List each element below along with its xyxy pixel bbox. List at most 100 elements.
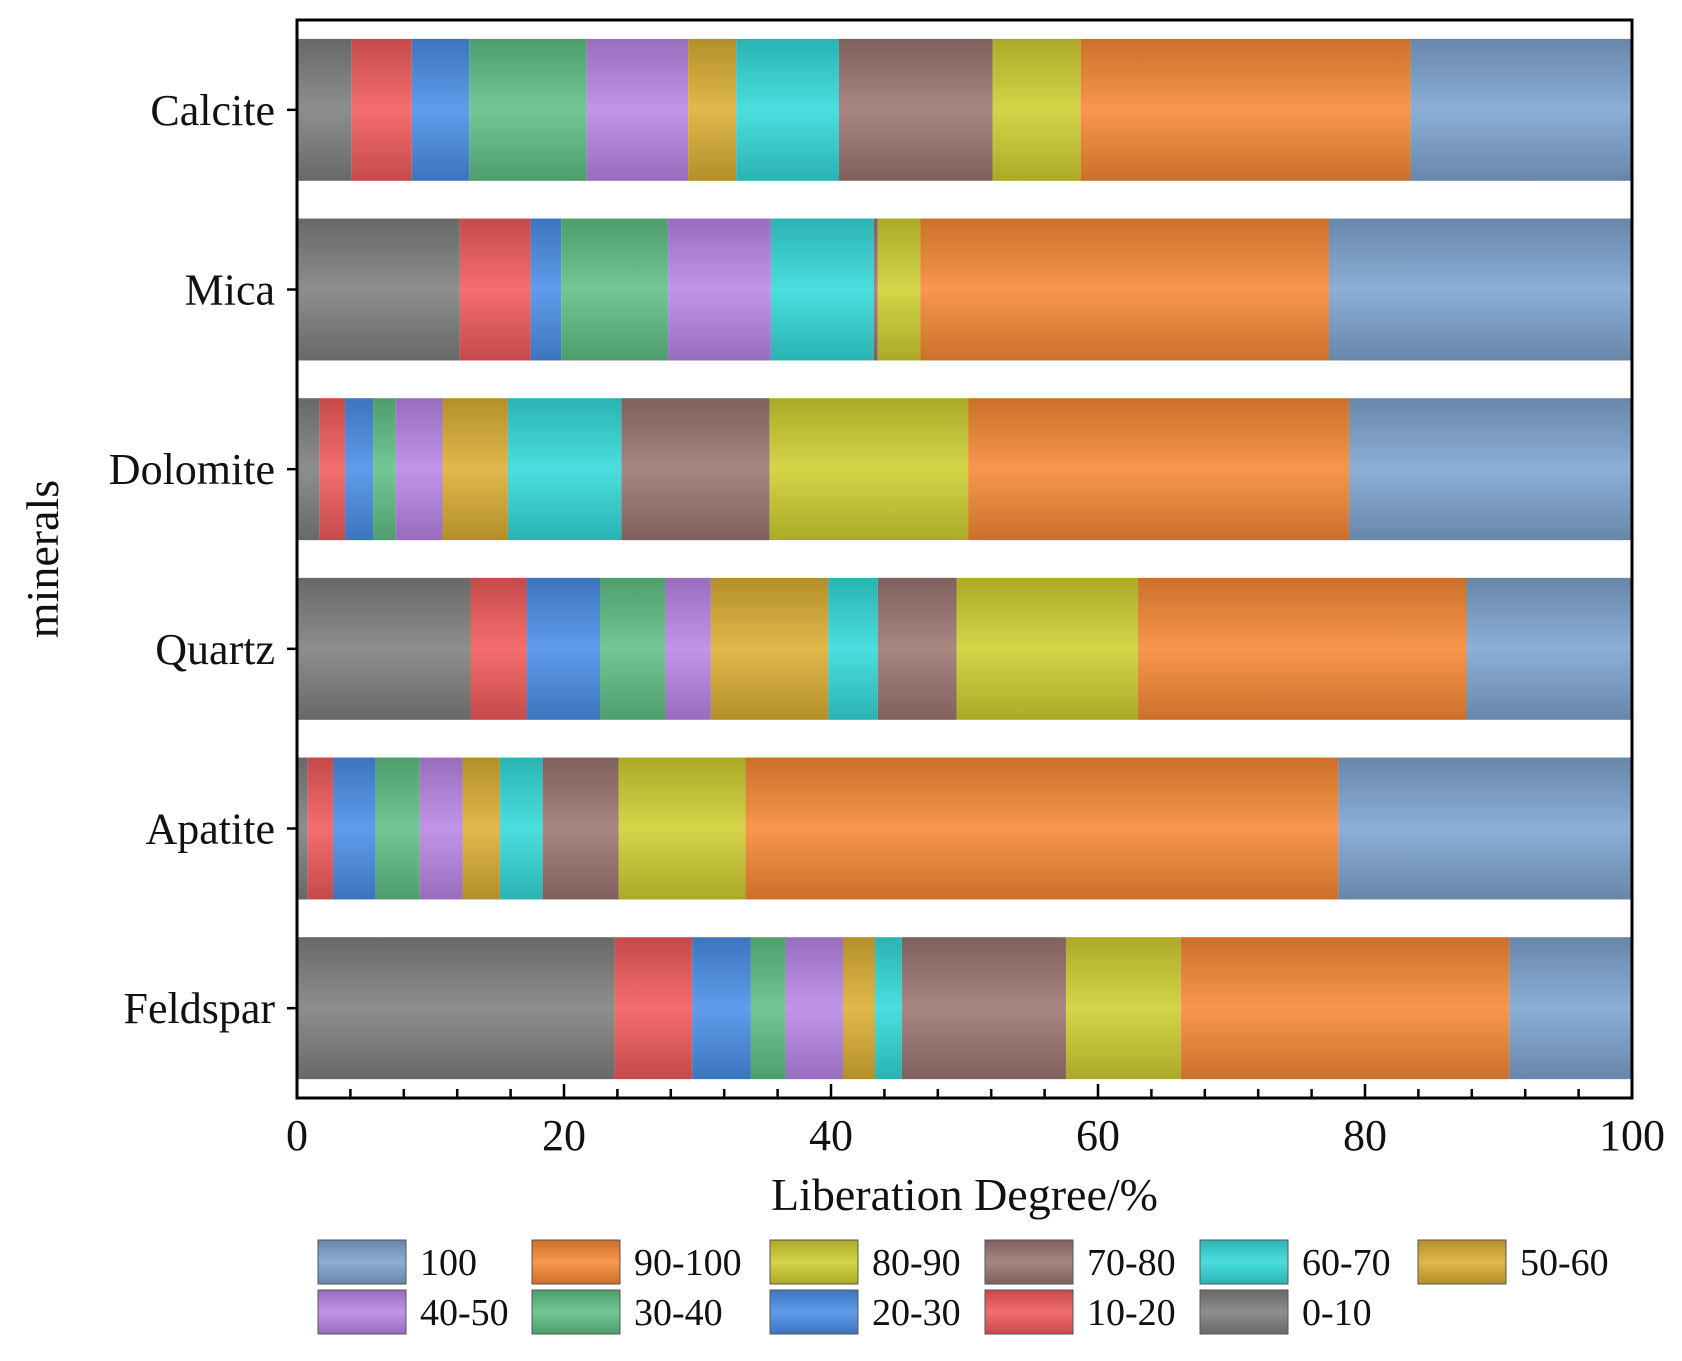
bar-quartz-10-20 bbox=[470, 577, 527, 720]
bar-apatite-60-70 bbox=[499, 757, 543, 900]
bar-apatite-100 bbox=[1338, 757, 1632, 900]
bar-quartz-50-60 bbox=[710, 577, 829, 720]
y-axis-title: minerals bbox=[17, 480, 68, 638]
bar-calcite-90-100 bbox=[1080, 38, 1411, 181]
bar-calcite-20-30 bbox=[411, 38, 470, 181]
bar-dolomite-90-100 bbox=[968, 398, 1349, 541]
bar-calcite-70-80 bbox=[839, 38, 993, 181]
bar-dolomite-60-70 bbox=[507, 398, 622, 541]
bar-apatite-20-30 bbox=[333, 757, 376, 900]
bar-calcite-30-40 bbox=[469, 38, 587, 181]
legend-swatch-100 bbox=[317, 1239, 407, 1285]
legend-swatch-30-40 bbox=[531, 1289, 621, 1335]
legend-swatch-80-90 bbox=[769, 1239, 859, 1285]
bar-feldspar-60-70 bbox=[875, 937, 902, 1080]
x-tick-label: 20 bbox=[542, 1111, 586, 1160]
bar-dolomite-10-20 bbox=[319, 398, 346, 541]
legend-label-60-70: 60-70 bbox=[1302, 1242, 1391, 1284]
bar-mica-60-70 bbox=[770, 218, 874, 361]
bar-feldspar-70-80 bbox=[901, 937, 1066, 1080]
legend-label-20-30: 20-30 bbox=[872, 1292, 961, 1334]
legend-label-50-60: 50-60 bbox=[1520, 1242, 1609, 1284]
bar-mica-30-40 bbox=[561, 218, 669, 361]
bar-feldspar-90-100 bbox=[1180, 937, 1510, 1080]
x-tick-label: 60 bbox=[1076, 1111, 1120, 1160]
bar-area bbox=[297, 38, 1633, 1080]
bar-apatite-50-60 bbox=[462, 757, 500, 900]
bar-feldspar-10-20 bbox=[614, 937, 693, 1080]
bar-dolomite-80-90 bbox=[769, 398, 969, 541]
bar-quartz-90-100 bbox=[1138, 577, 1467, 720]
x-axis: 0 20 40 60 80 100 bbox=[286, 1084, 1665, 1160]
x-tick-label: 40 bbox=[809, 1111, 853, 1160]
legend: 100 90-100 80-90 70-80 60-70 50-60 40-50 30-40 2… bbox=[317, 1239, 1609, 1335]
bar-quartz-40-50 bbox=[665, 577, 711, 720]
legend-label-10-20: 10-20 bbox=[1087, 1292, 1176, 1334]
y-tick-label-apatite: Apatite bbox=[145, 805, 275, 854]
plot-frame bbox=[295, 18, 1634, 1100]
bar-feldspar-30-40 bbox=[750, 937, 786, 1080]
legend-swatch-10-20 bbox=[984, 1289, 1074, 1335]
bar-feldspar-20-30 bbox=[692, 937, 751, 1080]
y-tick-label-dolomite: Dolomite bbox=[109, 445, 275, 494]
bar-dolomite-70-80 bbox=[621, 398, 770, 541]
legend-swatch-20-30 bbox=[769, 1289, 859, 1335]
bar-quartz-100 bbox=[1466, 577, 1632, 720]
bar-feldspar-100 bbox=[1509, 937, 1632, 1080]
bar-apatite-80-90 bbox=[618, 757, 746, 900]
legend-label-40-50: 40-50 bbox=[420, 1292, 509, 1334]
bar-apatite-30-40 bbox=[375, 757, 420, 900]
legend-swatch-40-50 bbox=[317, 1289, 407, 1335]
bar-mica-0-10 bbox=[297, 218, 460, 361]
bar-calcite-40-50 bbox=[586, 38, 689, 181]
y-tick-label-mica: Mica bbox=[185, 266, 275, 315]
bar-feldspar-0-10 bbox=[297, 937, 615, 1080]
y-tick-label-feldspar: Feldspar bbox=[123, 984, 275, 1033]
legend-swatch-0-10 bbox=[1199, 1289, 1289, 1335]
bar-dolomite-50-60 bbox=[442, 398, 508, 541]
bar-calcite-60-70 bbox=[736, 38, 840, 181]
legend-label-80-90: 80-90 bbox=[872, 1242, 961, 1284]
legend-label-90-100: 90-100 bbox=[634, 1242, 742, 1284]
bar-mica-90-100 bbox=[920, 218, 1329, 361]
bar-quartz-80-90 bbox=[956, 577, 1139, 720]
bar-mica-80-90 bbox=[877, 218, 921, 361]
bar-apatite-40-50 bbox=[419, 757, 463, 900]
legend-swatch-70-80 bbox=[984, 1239, 1074, 1285]
bar-dolomite-30-40 bbox=[373, 398, 396, 541]
bar-quartz-70-80 bbox=[877, 577, 957, 720]
legend-swatch-60-70 bbox=[1199, 1239, 1289, 1285]
y-tick-label-calcite: Calcite bbox=[150, 86, 275, 135]
bar-dolomite-100 bbox=[1348, 398, 1632, 541]
bar-mica-10-20 bbox=[459, 218, 531, 361]
bar-calcite-50-60 bbox=[688, 38, 737, 181]
legend-label-70-80: 70-80 bbox=[1087, 1242, 1176, 1284]
bar-quartz-20-30 bbox=[526, 577, 601, 720]
bar-apatite-90-100 bbox=[745, 757, 1339, 900]
bar-mica-70-80 bbox=[873, 218, 878, 361]
x-tick-label: 100 bbox=[1599, 1111, 1665, 1160]
bar-apatite-10-20 bbox=[307, 757, 334, 900]
legend-label-100: 100 bbox=[420, 1242, 477, 1284]
legend-label-30-40: 30-40 bbox=[634, 1292, 723, 1334]
bar-quartz-0-10 bbox=[297, 577, 471, 720]
bar-calcite-0-10 bbox=[297, 38, 352, 181]
bar-feldspar-80-90 bbox=[1065, 937, 1181, 1080]
bar-mica-100 bbox=[1328, 218, 1633, 361]
legend-label-0-10: 0-10 bbox=[1302, 1292, 1372, 1334]
bar-feldspar-50-60 bbox=[843, 937, 876, 1080]
x-tick-label: 0 bbox=[286, 1111, 308, 1160]
bar-apatite-0-10 bbox=[297, 757, 308, 900]
bar-dolomite-40-50 bbox=[395, 398, 443, 541]
bar-dolomite-20-30 bbox=[345, 398, 374, 541]
y-axis: Calcite Mica Dolomite Quartz Apatite Feldspar bbox=[109, 86, 297, 1033]
bar-feldspar-40-50 bbox=[785, 937, 844, 1080]
bar-quartz-60-70 bbox=[828, 577, 878, 720]
legend-swatch-50-60 bbox=[1417, 1239, 1507, 1285]
bar-calcite-10-20 bbox=[351, 38, 412, 181]
bar-calcite-80-90 bbox=[992, 38, 1081, 181]
legend-swatch-90-100 bbox=[531, 1239, 621, 1285]
x-tick-label: 80 bbox=[1343, 1111, 1387, 1160]
bar-quartz-30-40 bbox=[600, 577, 666, 720]
